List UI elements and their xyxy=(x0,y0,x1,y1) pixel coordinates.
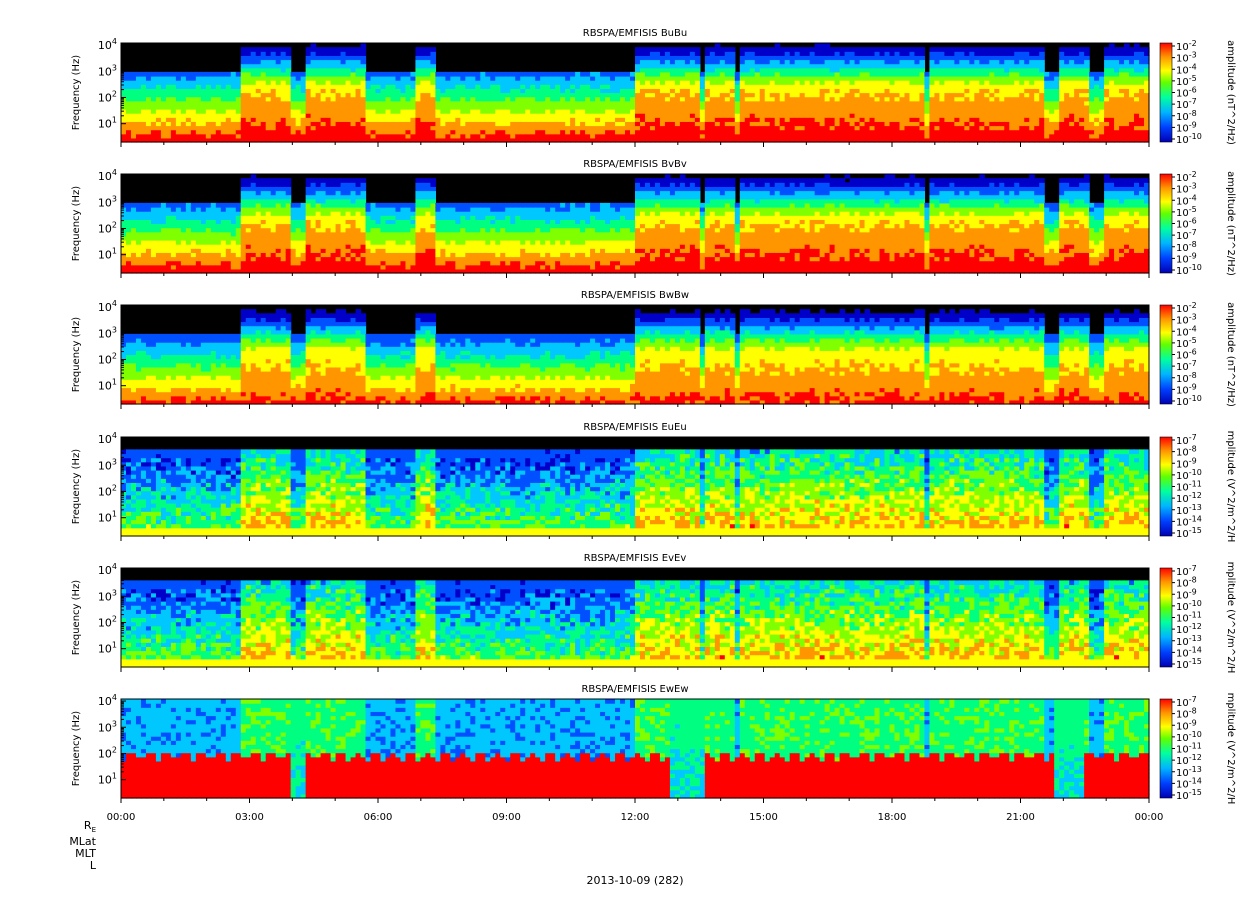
y-tick-label: 103 xyxy=(98,719,117,734)
spectrogram-panel: RBSPA/EMFISIS EwEw Frequency (Hz) 101 102 10… xyxy=(71,684,1236,804)
y-tick-label: 104 xyxy=(98,562,117,577)
spectrogram-image xyxy=(121,174,1150,274)
y-tick-label: 102 xyxy=(98,220,117,235)
y-tick-label: 102 xyxy=(98,614,117,629)
x-tick-label: 06:00 xyxy=(364,812,393,823)
y-tick-label: 104 xyxy=(98,37,117,52)
colorbar: 10-210-310-410-510-610-710-810-910-10 amp… xyxy=(1160,39,1236,146)
spectrogram-panel: RBSPA/EMFISIS EvEv Frequency (Hz) 101 102 10… xyxy=(71,553,1236,673)
x-tick-label: 15:00 xyxy=(749,812,778,823)
y-axis-label: Frequency (Hz) xyxy=(71,317,82,393)
spectrogram-panel: RBSPA/EMFISIS BvBv Frequency (Hz) 101 102 10… xyxy=(71,159,1236,278)
spectrogram-image xyxy=(121,580,1150,667)
spectrogram-image xyxy=(121,43,1150,143)
colorbar-tick-label: 10-15 xyxy=(1176,788,1202,802)
x-tick-label: 00:00 xyxy=(107,812,136,823)
ephemeris-labels: RE MLat MLT L xyxy=(56,820,96,872)
ephem-l-label: L xyxy=(56,860,96,872)
y-tick-label: 103 xyxy=(98,457,117,472)
spectrogram-panel: RBSPA/EMFISIS BuBu Frequency (Hz) 101 102 10… xyxy=(71,28,1236,147)
y-axis-label: Frequency (Hz) xyxy=(71,449,82,525)
y-axis-label: Frequency (Hz) xyxy=(71,580,82,656)
colorbar: 10-710-810-910-1010-1110-1210-1310-1410-… xyxy=(1160,562,1236,674)
spectrogram-panel: RBSPA/EMFISIS BwBw Frequency (Hz) 101 102 10… xyxy=(71,290,1236,409)
panel-title: RBSPA/EMFISIS BuBu xyxy=(583,28,687,39)
y-tick-label: 102 xyxy=(98,89,117,104)
spectrogram-image xyxy=(121,699,1150,799)
x-tick-label: 21:00 xyxy=(1006,812,1035,823)
y-tick-label: 101 xyxy=(98,116,117,131)
y-tick-label: 103 xyxy=(98,325,117,340)
date-label: 2013-10-09 (282) xyxy=(560,874,710,887)
y-axis-label: Frequency (Hz) xyxy=(71,711,82,787)
colorbar-tick-label: 10-10 xyxy=(1176,132,1202,146)
ephem-re-label: RE xyxy=(56,820,96,836)
y-tick-label: 103 xyxy=(98,63,117,78)
colorbar-tick-label: 10-10 xyxy=(1176,394,1202,408)
y-axis-label: Frequency (Hz) xyxy=(71,55,82,131)
colorbar-label: amplitude (nT^2/Hz) xyxy=(1225,302,1236,407)
panel-title: RBSPA/EMFISIS EvEv xyxy=(584,553,687,564)
colorbar: 10-710-810-910-1010-1110-1210-1310-1410-… xyxy=(1160,431,1236,543)
colorbar-tick-label: 10-15 xyxy=(1176,526,1202,540)
x-tick-label: 03:00 xyxy=(235,812,264,823)
y-tick-label: 103 xyxy=(98,588,117,603)
colorbar-tick-label: 10-15 xyxy=(1176,657,1202,671)
colorbar-tick-label: 10-10 xyxy=(1176,263,1202,277)
y-tick-label: 101 xyxy=(98,641,117,656)
y-tick-label: 104 xyxy=(98,299,117,314)
x-tick-label: 12:00 xyxy=(621,812,650,823)
y-tick-label: 104 xyxy=(98,693,117,708)
y-tick-label: 102 xyxy=(98,351,117,366)
colorbar-label: mplitude (V^2/m^2/H xyxy=(1225,693,1236,805)
y-tick-label: 101 xyxy=(98,772,117,787)
y-tick-label: 101 xyxy=(98,510,117,525)
colorbar: 10-210-310-410-510-610-710-810-910-10 amp… xyxy=(1160,170,1236,277)
colorbar: 10-710-810-910-1010-1110-1210-1310-1410-… xyxy=(1160,693,1236,805)
colorbar: 10-210-310-410-510-610-710-810-910-10 amp… xyxy=(1160,301,1236,408)
colorbar-label: mplitude (V^2/m^2/H xyxy=(1225,562,1236,674)
y-tick-label: 102 xyxy=(98,483,117,498)
colorbar-label: mplitude (V^2/m^2/H xyxy=(1225,431,1236,543)
colorbar-label: amplitude (nT^2/Hz) xyxy=(1225,40,1236,145)
y-tick-label: 104 xyxy=(98,168,117,183)
panel-title: RBSPA/EMFISIS EwEw xyxy=(581,684,688,695)
y-tick-label: 101 xyxy=(98,378,117,393)
x-tick-label: 00:00 xyxy=(1135,812,1164,823)
y-tick-label: 103 xyxy=(98,194,117,209)
y-tick-label: 104 xyxy=(98,431,117,446)
panel-title: RBSPA/EMFISIS EuEu xyxy=(583,422,686,433)
spectrogram-image xyxy=(121,449,1150,536)
x-tick-label: 18:00 xyxy=(878,812,907,823)
spectrogram-panel: RBSPA/EMFISIS EuEu Frequency (Hz) 101 102 10… xyxy=(71,422,1236,542)
spectrogram-image xyxy=(121,309,1150,404)
colorbar-label: amplitude (nT^2/Hz) xyxy=(1225,171,1236,276)
y-tick-label: 101 xyxy=(98,247,117,262)
x-tick-label: 09:00 xyxy=(492,812,521,823)
y-tick-label: 102 xyxy=(98,745,117,760)
y-axis-label: Frequency (Hz) xyxy=(71,186,82,262)
panel-title: RBSPA/EMFISIS BwBw xyxy=(581,290,689,301)
panel-title: RBSPA/EMFISIS BvBv xyxy=(583,159,687,170)
